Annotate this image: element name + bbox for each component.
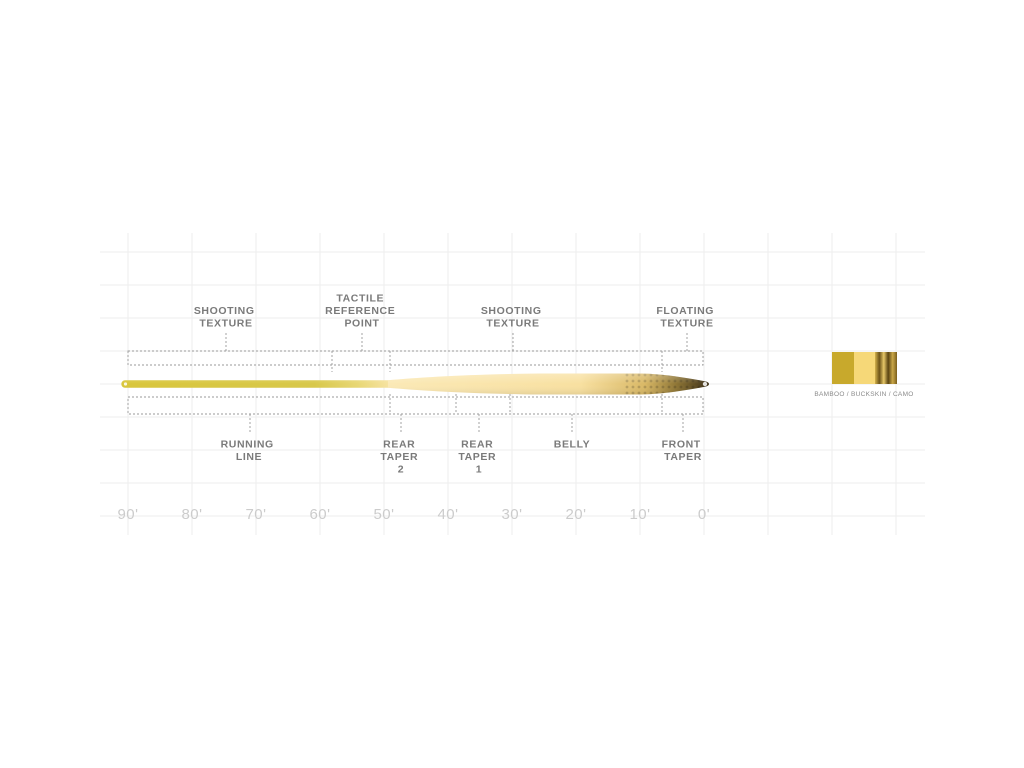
fly-line: [121, 373, 710, 395]
top-label-floating-texture: FLOATING TEXTURE: [656, 305, 717, 330]
line-sheen: [121, 373, 710, 395]
bottom-label-running-line: RUNNING LINE: [221, 439, 278, 464]
distance-mark: 70': [245, 506, 266, 523]
distance-mark: 30': [501, 506, 522, 523]
bottom-label-rear-taper-2: REAR TAPER 2: [380, 439, 421, 476]
swatch-buckskin: [854, 352, 875, 384]
top-label-tactile-reference-point: TACTILE REFERENCE POINT: [325, 293, 399, 330]
swatch-label: BAMBOO / BUCKSKIN / CAMO: [814, 391, 913, 398]
top-label-shooting-texture-front: SHOOTING TEXTURE: [481, 305, 545, 330]
distance-mark: 40': [437, 506, 458, 523]
distance-mark: 90': [117, 506, 138, 523]
swatch-camo: [875, 352, 897, 384]
rear-loop: [123, 382, 128, 386]
distance-mark: 20': [565, 506, 586, 523]
bottom-label-belly: BELLY: [554, 439, 590, 451]
top-labels: SHOOTING TEXTURE TACTILE REFERENCE POINT…: [194, 293, 717, 330]
bottom-label-front-taper: FRONT TAPER: [662, 439, 705, 464]
distance-mark: 80': [181, 506, 202, 523]
swatch-bamboo: [832, 352, 854, 384]
distance-mark: 50': [373, 506, 394, 523]
distance-scale: 90' 80' 70' 60' 50' 40' 30' 20' 10' 0': [117, 506, 710, 523]
top-brackets: [127, 333, 704, 372]
distance-mark: 0': [698, 506, 710, 523]
front-loop: [702, 381, 708, 387]
distance-mark: 60': [309, 506, 330, 523]
bottom-labels: RUNNING LINE REAR TAPER 2 REAR TAPER 1 B…: [221, 439, 705, 476]
bottom-label-rear-taper-1: REAR TAPER 1: [458, 439, 499, 476]
distance-mark: 10': [629, 506, 650, 523]
bottom-brackets: [127, 394, 704, 434]
color-swatch: BAMBOO / BUCKSKIN / CAMO: [814, 352, 913, 398]
top-label-shooting-texture-rear: SHOOTING TEXTURE: [194, 305, 258, 330]
